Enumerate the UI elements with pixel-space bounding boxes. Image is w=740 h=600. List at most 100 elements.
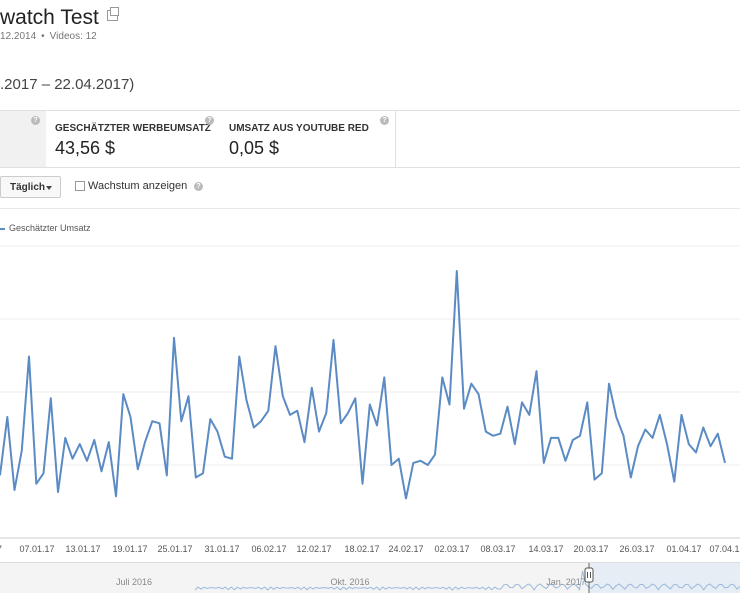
data-point[interactable] <box>158 422 160 424</box>
data-point[interactable] <box>419 460 421 462</box>
navigator-chart[interactable]: Juli 2016 Okt. 2016 Jan. 2017 <box>0 563 740 593</box>
help-icon[interactable]: ? <box>194 182 203 191</box>
help-icon[interactable]: ? <box>205 116 214 125</box>
data-point[interactable] <box>267 410 269 412</box>
data-point[interactable] <box>238 355 240 357</box>
data-point[interactable] <box>680 414 682 416</box>
data-point[interactable] <box>144 441 146 443</box>
external-link-icon[interactable] <box>106 7 119 21</box>
data-point[interactable] <box>137 468 139 470</box>
data-point[interactable] <box>13 489 15 491</box>
data-point[interactable] <box>651 437 653 439</box>
data-point[interactable] <box>543 462 545 464</box>
data-point[interactable] <box>579 435 581 437</box>
data-point[interactable] <box>86 460 88 462</box>
data-point[interactable] <box>514 443 516 445</box>
data-point[interactable] <box>376 424 378 426</box>
data-point[interactable] <box>659 414 661 416</box>
data-point[interactable] <box>42 472 44 474</box>
data-point[interactable] <box>593 478 595 480</box>
data-point[interactable] <box>303 441 305 443</box>
data-point[interactable] <box>361 483 363 485</box>
data-point[interactable] <box>115 495 117 497</box>
help-icon[interactable]: ? <box>380 116 389 125</box>
data-point[interactable] <box>463 408 465 410</box>
data-point[interactable] <box>100 470 102 472</box>
data-point[interactable] <box>695 451 697 453</box>
data-point[interactable] <box>57 491 59 493</box>
data-point[interactable] <box>644 428 646 430</box>
data-point[interactable] <box>151 420 153 422</box>
data-point[interactable] <box>325 412 327 414</box>
data-point[interactable] <box>637 445 639 447</box>
data-point[interactable] <box>180 420 182 422</box>
data-point[interactable] <box>615 416 617 418</box>
data-point[interactable] <box>492 435 494 437</box>
data-point[interactable] <box>434 453 436 455</box>
data-point[interactable] <box>724 462 726 464</box>
data-point[interactable] <box>35 483 37 485</box>
data-point[interactable] <box>586 401 588 403</box>
revenue-line-chart[interactable]: …17 07.01.17 13.01.17 19.01.17 25.01.17 31.01… <box>0 240 740 560</box>
data-point[interactable] <box>166 474 168 476</box>
metric-card-selected[interactable]: ? <box>0 111 47 167</box>
data-point[interactable] <box>390 464 392 466</box>
data-point[interactable] <box>296 410 298 412</box>
data-point[interactable] <box>535 370 537 372</box>
data-point[interactable] <box>622 435 624 437</box>
data-point[interactable] <box>50 397 52 399</box>
data-point[interactable] <box>506 405 508 407</box>
data-point[interactable] <box>187 395 189 397</box>
data-point[interactable] <box>347 412 349 414</box>
data-point[interactable] <box>209 418 211 420</box>
data-point[interactable] <box>550 437 552 439</box>
data-point[interactable] <box>289 414 291 416</box>
data-point[interactable] <box>173 337 175 339</box>
data-point[interactable] <box>354 397 356 399</box>
data-point[interactable] <box>427 464 429 466</box>
metric-card-youtube-red[interactable]: UMSATZ AUS YOUTUBE RED 0,05 $ ? <box>220 111 396 167</box>
data-point[interactable] <box>224 456 226 458</box>
data-point[interactable] <box>108 441 110 443</box>
data-point[interactable] <box>93 439 95 441</box>
data-point[interactable] <box>717 433 719 435</box>
data-point[interactable] <box>282 395 284 397</box>
data-point[interactable] <box>673 481 675 483</box>
data-point[interactable] <box>260 420 262 422</box>
timeline-navigator[interactable]: Juli 2016 Okt. 2016 Jan. 2017 <box>0 562 740 593</box>
data-point[interactable] <box>28 355 30 357</box>
data-point[interactable] <box>709 445 711 447</box>
data-point[interactable] <box>398 458 400 460</box>
data-point[interactable] <box>441 376 443 378</box>
granularity-dropdown[interactable]: Täglich <box>0 176 61 198</box>
data-point[interactable] <box>21 449 23 451</box>
data-point[interactable] <box>456 270 458 272</box>
data-point[interactable] <box>216 430 218 432</box>
growth-label[interactable]: Wachstum anzeigen <box>88 180 188 192</box>
data-point[interactable] <box>383 376 385 378</box>
data-point[interactable] <box>79 443 81 445</box>
growth-checkbox[interactable] <box>75 181 85 191</box>
data-point[interactable] <box>202 472 204 474</box>
data-point[interactable] <box>64 437 66 439</box>
data-point[interactable] <box>405 497 407 499</box>
metric-card-ad-revenue[interactable]: GESCHÄTZTER WERBEUMSATZ 43,56 $ ? <box>46 111 221 167</box>
data-point[interactable] <box>702 426 704 428</box>
data-point[interactable] <box>521 401 523 403</box>
data-point[interactable] <box>564 460 566 462</box>
data-point[interactable] <box>340 422 342 424</box>
data-point[interactable] <box>253 426 255 428</box>
data-point[interactable] <box>71 458 73 460</box>
data-point[interactable] <box>557 437 559 439</box>
data-point[interactable] <box>231 458 233 460</box>
help-icon[interactable]: ? <box>31 116 40 125</box>
data-point[interactable] <box>318 430 320 432</box>
data-point[interactable] <box>369 403 371 405</box>
series-line-geschaetzter-umsatz[interactable] <box>0 270 726 500</box>
data-point[interactable] <box>608 383 610 385</box>
data-point[interactable] <box>528 414 530 416</box>
data-point[interactable] <box>666 443 668 445</box>
data-point[interactable] <box>477 393 479 395</box>
data-point[interactable] <box>6 416 8 418</box>
data-point[interactable] <box>470 383 472 385</box>
